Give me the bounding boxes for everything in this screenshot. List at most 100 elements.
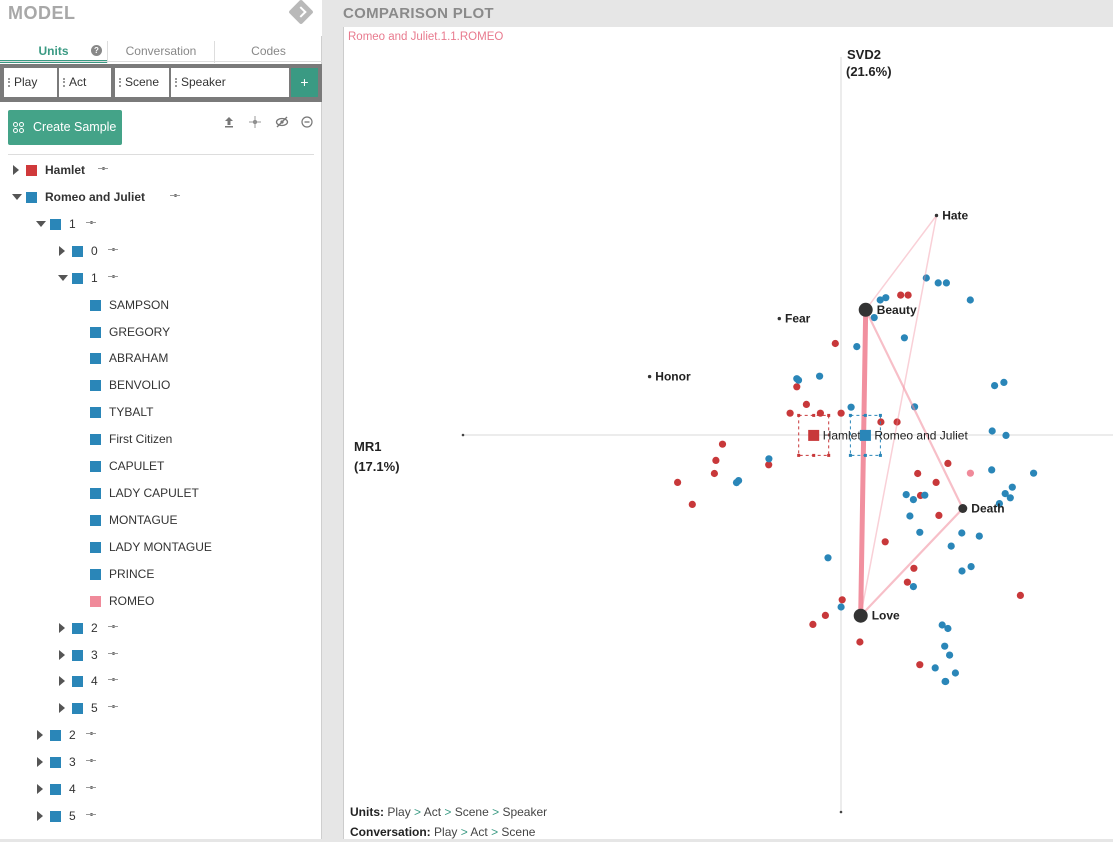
center-icon[interactable] — [86, 752, 96, 772]
color-square-icon[interactable] — [50, 218, 61, 230]
romeo-juliet-unit-point[interactable] — [1000, 378, 1008, 386]
caret-right-icon[interactable] — [36, 752, 46, 772]
caret-right-icon[interactable] — [58, 241, 68, 261]
hamlet-unit-point[interactable] — [710, 469, 718, 478]
code-node-beauty[interactable] — [858, 302, 873, 317]
center-icon[interactable] — [108, 698, 118, 718]
plot-canvas[interactable]: SVD2(21.6%)MR1(17.1%)Hamlet Romeo and Jul… — [344, 27, 1113, 839]
unit-chip-act[interactable]: Act — [59, 68, 111, 97]
romeo-juliet-unit-point[interactable] — [732, 479, 741, 487]
romeo-juliet-unit-point[interactable] — [1006, 494, 1014, 502]
hamlet-unit-point[interactable] — [893, 418, 901, 426]
color-square-icon[interactable] — [50, 730, 61, 742]
center-icon[interactable] — [86, 779, 96, 799]
color-square-icon[interactable] — [90, 299, 101, 311]
tab-units[interactable]: Units ? — [0, 41, 107, 63]
color-square-icon[interactable] — [72, 245, 83, 257]
color-square-icon[interactable] — [90, 353, 101, 365]
hamlet-unit-point[interactable] — [765, 461, 773, 469]
color-square-icon[interactable] — [90, 595, 101, 607]
tab-codes[interactable]: Codes — [214, 41, 322, 63]
color-square-icon[interactable] — [90, 488, 101, 500]
hamlet-unit-point[interactable] — [786, 409, 794, 417]
color-square-icon[interactable] — [90, 568, 101, 580]
hamlet-unit-point[interactable] — [856, 638, 864, 646]
romeo-juliet-unit-point[interactable] — [995, 500, 1004, 508]
romeo-juliet-unit-point[interactable] — [816, 372, 824, 380]
romeo-juliet-unit-point[interactable] — [1001, 490, 1009, 498]
romeo-juliet-unit-point[interactable] — [765, 455, 773, 463]
color-square-icon[interactable] — [72, 622, 83, 634]
caret-down-icon[interactable] — [36, 214, 46, 234]
hamlet-unit-point[interactable] — [903, 578, 912, 586]
code-node-hate[interactable] — [934, 213, 939, 218]
romeo-juliet-unit-point[interactable] — [938, 621, 946, 629]
color-square-icon[interactable] — [90, 434, 101, 446]
caret-right-icon[interactable] — [36, 806, 46, 826]
hamlet-unit-point[interactable] — [881, 538, 889, 546]
romeo-juliet-unit-point[interactable] — [922, 274, 930, 282]
romeo-juliet-unit-point[interactable] — [916, 528, 924, 536]
color-square-icon[interactable] — [90, 380, 101, 392]
caret-right-icon[interactable] — [58, 618, 68, 638]
drag-handle-icon[interactable] — [175, 78, 177, 87]
center-icon[interactable] — [108, 618, 118, 638]
tab-conversation[interactable]: Conversation — [107, 41, 214, 63]
drag-handle-icon[interactable] — [8, 78, 10, 87]
hamlet-unit-point[interactable] — [837, 409, 845, 417]
unit-chip-scene[interactable]: Scene — [115, 68, 169, 97]
center-icon[interactable] — [108, 671, 118, 691]
hamlet-unit-point[interactable] — [916, 661, 924, 669]
romeo-juliet-unit-point[interactable] — [909, 496, 918, 504]
hamlet-unit-point[interactable] — [1016, 591, 1024, 600]
center-icon[interactable] — [248, 115, 262, 129]
hide-eye-icon[interactable] — [275, 115, 289, 129]
hamlet-unit-point[interactable] — [932, 478, 940, 486]
code-node-death[interactable] — [958, 504, 968, 513]
hamlet-unit-point[interactable] — [838, 596, 846, 604]
hamlet-unit-point[interactable] — [688, 500, 696, 508]
romeo-juliet-unit-point[interactable] — [966, 296, 974, 304]
color-square-icon[interactable] — [26, 165, 37, 176]
color-square-icon[interactable] — [72, 676, 83, 688]
romeo-juliet-unit-point[interactable] — [951, 669, 960, 677]
color-square-icon[interactable] — [72, 649, 83, 661]
romeo-juliet-unit-point[interactable] — [946, 651, 954, 659]
hamlet-mean-marker[interactable] — [808, 429, 820, 441]
romeo-juliet-unit-point[interactable] — [824, 554, 832, 562]
romeo-juliet-unit-point[interactable] — [837, 603, 845, 611]
caret-right-icon[interactable] — [58, 671, 68, 691]
romeo-juliet-unit-point[interactable] — [902, 491, 910, 499]
romeo-juliet-unit-point[interactable] — [931, 664, 939, 672]
romeo-juliet-unit-point[interactable] — [1002, 431, 1010, 439]
caret-right-icon[interactable] — [58, 698, 68, 718]
color-square-icon[interactable] — [50, 757, 61, 769]
hamlet-unit-point[interactable] — [793, 383, 801, 391]
upload-icon[interactable] — [222, 115, 236, 129]
center-icon[interactable] — [170, 187, 181, 207]
hamlet-unit-point[interactable] — [821, 611, 829, 620]
romeo-juliet-unit-point[interactable] — [900, 334, 909, 342]
code-node-love[interactable] — [853, 608, 868, 623]
drag-handle-icon[interactable] — [119, 78, 121, 87]
hamlet-unit-point[interactable] — [897, 291, 905, 299]
unit-chip-speaker[interactable]: Speaker — [171, 68, 289, 97]
collapse-panel-icon[interactable] — [288, 0, 314, 25]
center-icon[interactable] — [108, 268, 118, 288]
remove-circle-icon[interactable] — [300, 115, 314, 129]
hamlet-unit-point[interactable] — [718, 440, 727, 448]
unit-chip-play[interactable]: Play — [4, 68, 57, 97]
hamlet-unit-point[interactable] — [944, 459, 952, 467]
romeo-juliet-unit-point[interactable] — [988, 427, 996, 435]
center-icon[interactable] — [86, 725, 96, 745]
center-icon[interactable] — [108, 645, 118, 665]
romeo-juliet-unit-point[interactable] — [967, 563, 975, 571]
help-icon[interactable]: ? — [91, 45, 102, 56]
romeo-juliet-unit-point[interactable] — [947, 542, 955, 550]
hamlet-unit-point[interactable] — [904, 291, 912, 299]
romeo-juliet-unit-point[interactable] — [958, 567, 966, 575]
romeo-juliet-unit-point[interactable] — [847, 403, 855, 411]
hamlet-unit-point[interactable] — [809, 620, 817, 629]
hamlet-unit-point[interactable] — [802, 400, 810, 408]
code-node-honor[interactable] — [647, 374, 652, 379]
